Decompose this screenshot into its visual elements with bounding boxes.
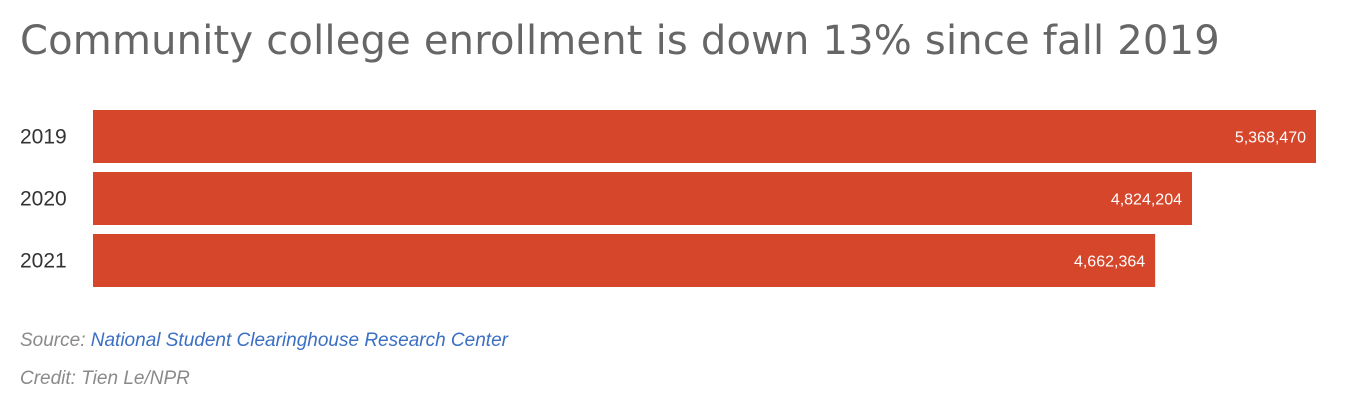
value-label-2021: 4,662,364 [1074, 254, 1145, 271]
category-label-2021: 2021 [20, 250, 67, 273]
bar-2019 [93, 110, 1316, 163]
category-label-2019: 2019 [20, 126, 67, 149]
source-link[interactable]: National Student Clearinghouse Research … [90, 330, 508, 351]
category-label-2020: 2020 [20, 188, 67, 211]
bar-2021 [93, 234, 1156, 287]
value-label-2019: 5,368,470 [1235, 130, 1306, 147]
chart-title: Community college enrollment is down 13%… [20, 18, 1220, 64]
source-prefix: Source: [20, 330, 91, 351]
credit-line: Credit: Tien Le/NPR [20, 368, 190, 389]
source-line: Source: National Student Clearinghouse R… [20, 330, 508, 352]
bar-2020 [93, 172, 1193, 225]
value-label-2020: 4,824,204 [1111, 192, 1182, 209]
